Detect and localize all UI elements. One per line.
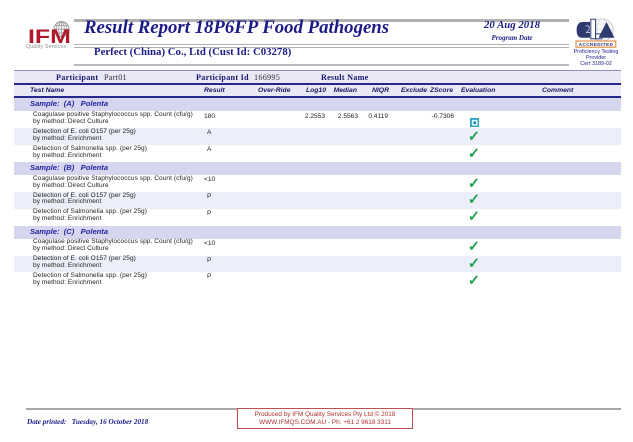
svg-text:ACCREDITED: ACCREDITED: [579, 42, 614, 47]
